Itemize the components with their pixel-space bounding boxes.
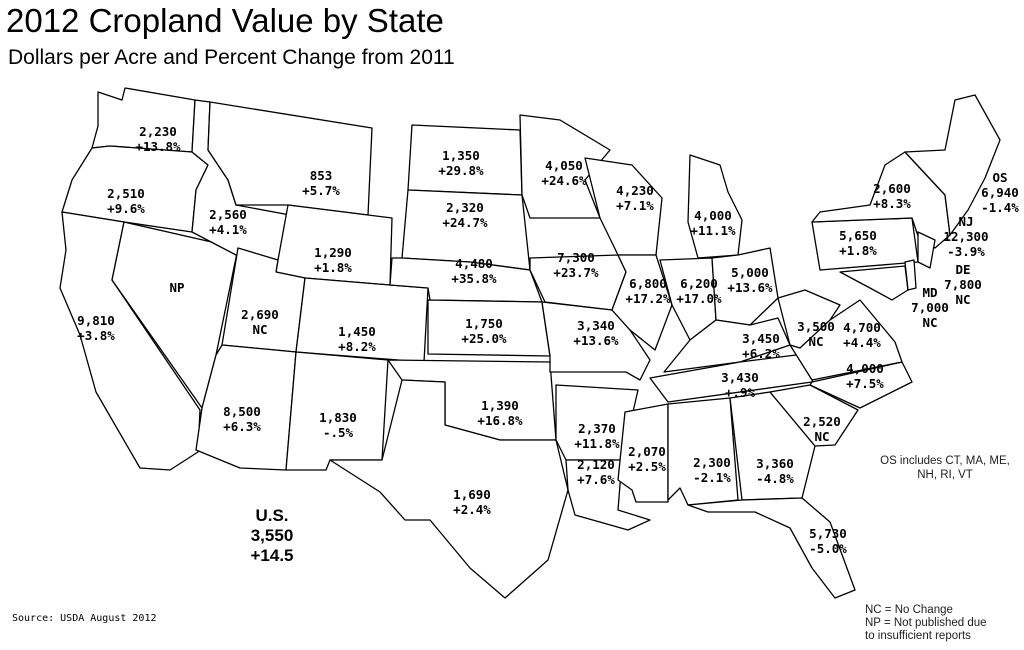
state-label-tx: 1,690 +2.4%	[453, 487, 491, 517]
state-label-al: 2,300 -2.1%	[693, 455, 731, 485]
state-al	[667, 397, 739, 506]
state-label-sc: 2,520 NC	[803, 414, 841, 444]
state-label-wv: 3,500 NC	[797, 319, 835, 349]
state-label-co: 1,450 +8.2%	[338, 324, 376, 354]
state-ky	[663, 317, 791, 373]
state-label-tn: 3,430 +.9%	[721, 370, 759, 400]
state-label-ia: 7,300 +23.7%	[553, 250, 599, 280]
state-label-os: OS 6,940 -1.4%	[981, 170, 1019, 215]
state-label-nv: NP	[169, 280, 185, 295]
state-label-mn: 4,050 +24.6%	[541, 158, 587, 188]
map-title: 2012 Cropland Value by State	[6, 2, 444, 39]
state-mn	[519, 114, 611, 219]
state-label-id: 2,560 +4.1%	[209, 207, 247, 237]
state-label-ne: 4,480 +35.8%	[451, 256, 497, 286]
us-value: 3,550	[250, 526, 294, 545]
state-shapes	[59, 87, 1001, 599]
state-os-new-england	[904, 94, 1001, 236]
us-total-label: U.S. 3,550 +14.5	[250, 506, 293, 566]
state-label-wy: 1,290 +1.8%	[314, 245, 352, 275]
state-md	[839, 265, 909, 301]
state-label-pa: 5,650 +1.8%	[839, 228, 877, 258]
state-il	[611, 254, 673, 351]
state-label-nj: NJ 12,300 -3.9%	[943, 214, 989, 259]
state-label-wi: 4,230 +7.1%	[616, 183, 654, 213]
state-label-nm: 1,830 -.5%	[319, 410, 357, 440]
us-label: U.S.	[255, 506, 289, 525]
state-label-ok: 1,390 +16.8%	[477, 398, 523, 428]
state-label-mi: 4,000 +11.1%	[690, 208, 736, 238]
state-label-nd: 1,350 +29.8%	[438, 148, 484, 178]
legend: NC = No Change NP = Not published due to…	[865, 604, 987, 643]
state-label-md: MD 7,000 NC	[911, 285, 949, 330]
state-label-az: 8,500 +6.3%	[223, 404, 261, 434]
state-label-ut: 2,690 NC	[241, 307, 279, 337]
state-co	[295, 277, 429, 363]
os-note: OS includes CT, MA, ME, NH, RI, VT	[880, 455, 1010, 481]
state-label-nc: 4,000 +7.5%	[846, 361, 884, 391]
state-label-in: 6,200 +17.0%	[676, 276, 722, 306]
state-ga	[729, 391, 816, 501]
map-subtitle: Dollars per Acre and Percent Change from…	[8, 46, 455, 69]
state-nj	[917, 231, 936, 269]
state-label-mt: 853 +5.7%	[302, 168, 340, 198]
state-label-ky: 3,450 +6.2%	[742, 331, 780, 361]
state-label-va: 4,700 +4.4%	[843, 320, 881, 350]
state-label-ms: 2,070 +2.5%	[628, 444, 666, 474]
legend-nc: NC = No Change	[865, 604, 953, 616]
state-label-oh: 5,000 +13.6%	[727, 265, 773, 295]
state-label-ga: 3,360 -4.8%	[756, 456, 794, 486]
state-label-ca: 9,810 +3.8%	[77, 313, 115, 343]
state-de	[904, 259, 917, 291]
state-label-sd: 2,320 +24.7%	[442, 200, 488, 230]
state-label-or: 2,510 +9.6%	[107, 186, 145, 216]
state-label-il: 6,800 +17.2%	[625, 276, 671, 306]
state-label-de: DE 7,800 NC	[944, 262, 982, 307]
state-mi	[687, 154, 743, 259]
legend-np-line2: to insufficient reports	[865, 630, 971, 642]
state-label-ny: 2,600 +8.3%	[873, 181, 911, 211]
state-mt	[207, 101, 373, 216]
state-fl	[687, 497, 856, 599]
state-label-ks: 1,750 +25.0%	[461, 316, 507, 346]
state-wv	[777, 289, 841, 349]
state-label-la: 2,120 +7.6%	[577, 457, 615, 487]
state-label-wa: 2,230 +13.8%	[135, 124, 181, 154]
state-label-mo: 3,340 +13.6%	[573, 318, 619, 348]
source-note: Source: USDA August 2012	[12, 613, 157, 624]
legend-np-line1: NP = Not published due	[865, 617, 987, 629]
state-label-fl: 5,730 -5.0%	[809, 526, 847, 556]
us-change: +14.5	[250, 546, 294, 565]
state-tx	[329, 379, 569, 599]
state-sc	[769, 384, 859, 447]
state-label-ar: 2,370 +11.8%	[574, 421, 620, 451]
